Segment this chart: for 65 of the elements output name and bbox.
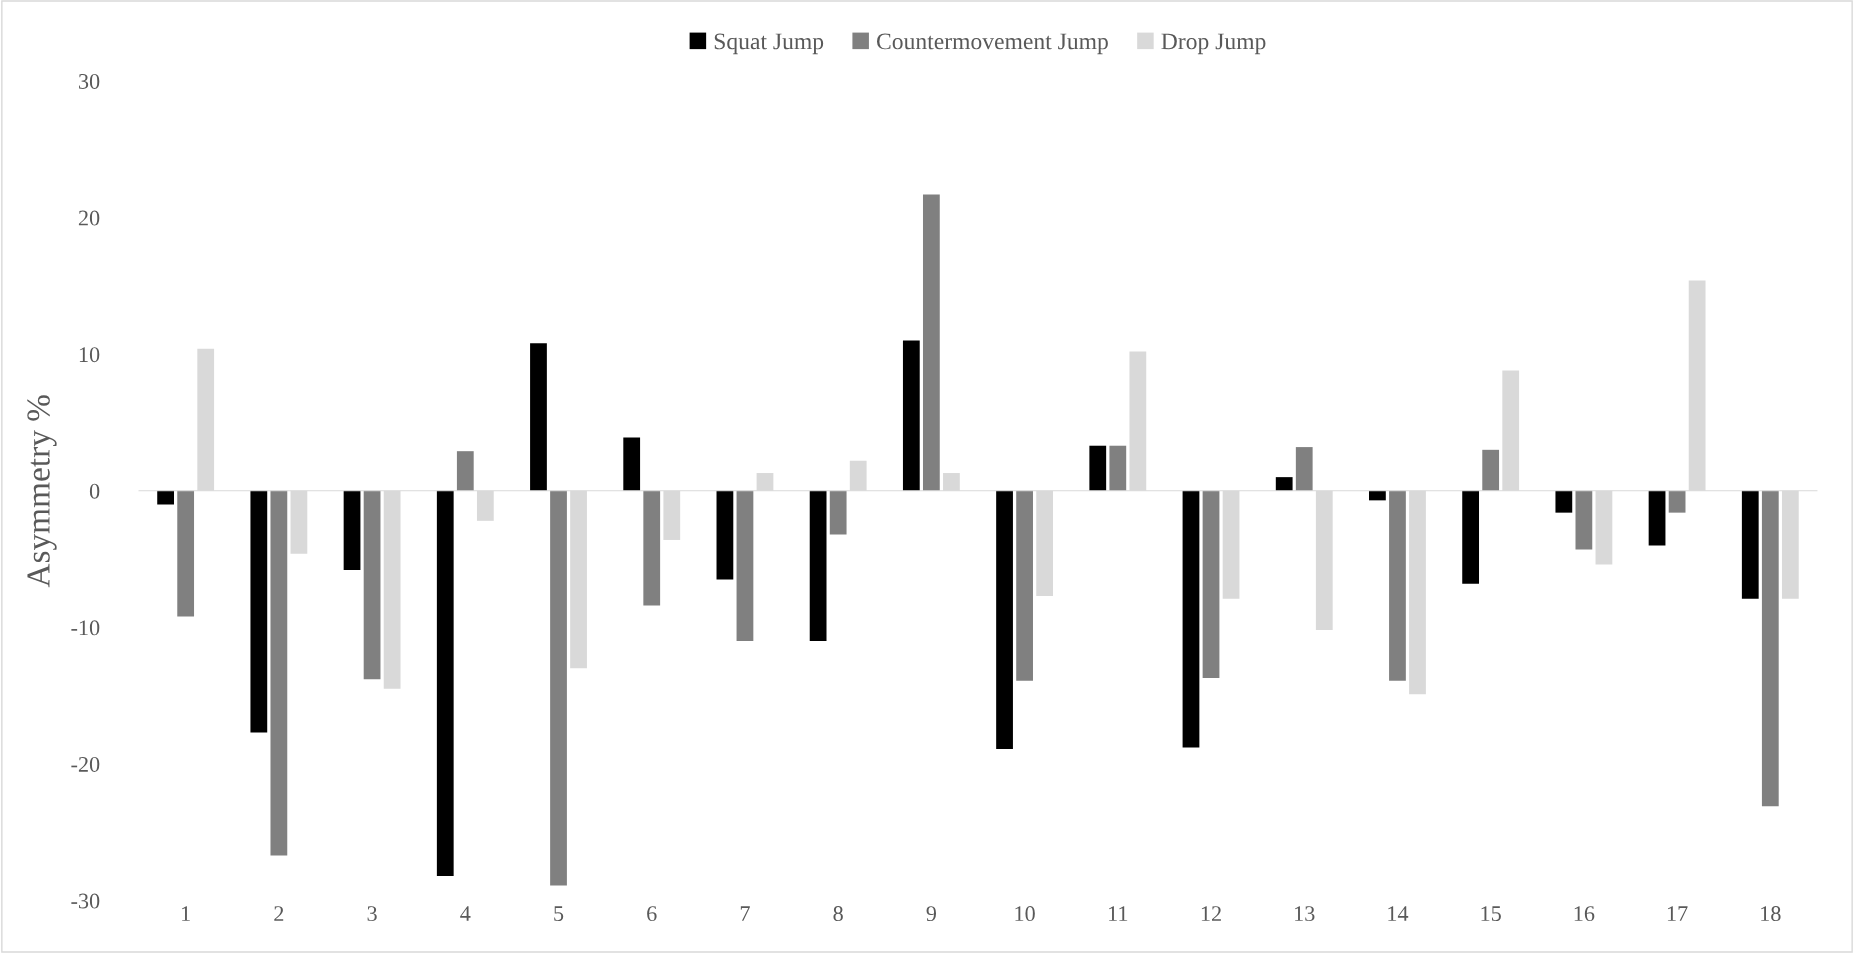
bar [623, 437, 641, 491]
bar [736, 490, 754, 642]
x-tick-label: 6 [647, 906, 657, 922]
bar [643, 490, 661, 606]
bar [456, 451, 474, 491]
x-tick-label: 14 [1388, 906, 1409, 921]
bar [1389, 490, 1406, 681]
x-tick-label: 12 [1201, 906, 1221, 921]
bar [530, 343, 547, 491]
y-tick-label: 0 [89, 483, 100, 499]
x-tick-label: 5 [554, 906, 564, 922]
x-tick-label: 9 [926, 906, 937, 922]
bar [550, 490, 567, 886]
bar [250, 490, 268, 733]
x-tick-label: 3 [367, 906, 377, 922]
x-tick-label: 7 [740, 906, 750, 921]
x-tick-label: 4 [460, 906, 471, 921]
bar [363, 490, 381, 680]
bar [1016, 490, 1033, 681]
bar [1555, 490, 1573, 513]
bar [716, 490, 734, 580]
bar [1575, 490, 1593, 550]
bar [177, 490, 195, 617]
bar [829, 490, 847, 535]
x-tick-label: 16 [1574, 906, 1595, 922]
x-tick-label: 17 [1667, 906, 1688, 921]
bar [1182, 490, 1200, 748]
bar [922, 194, 940, 491]
y-tick-label: -20 [71, 756, 100, 772]
bar [436, 490, 454, 876]
x-tick-label: 10 [1015, 906, 1035, 922]
y-tick-label: 20 [78, 210, 100, 226]
bar [1295, 447, 1313, 491]
y-tick-label: -10 [71, 620, 100, 636]
bar [1761, 490, 1779, 807]
bar [1089, 445, 1107, 491]
x-tick-label: 15 [1481, 906, 1501, 922]
x-tick-label: 18 [1761, 906, 1781, 922]
y-tick-label: 10 [79, 347, 100, 363]
bar [1109, 445, 1127, 491]
bar [902, 340, 920, 491]
x-tick-label: 13 [1295, 906, 1315, 922]
legend-label: Squat Jump [714, 33, 824, 55]
bar [996, 490, 1013, 749]
legend-label: Countermovement Jump [876, 33, 1108, 55]
bar [809, 490, 827, 642]
bar [1648, 490, 1666, 546]
bar [1482, 449, 1500, 491]
bar [1462, 490, 1480, 584]
bar [1741, 490, 1759, 599]
legend-label: Drop Jump [1161, 33, 1266, 55]
y-axis-title: Asymmetry % [27, 395, 57, 588]
x-tick-label: 8 [833, 906, 843, 922]
x-tick-label: 2 [274, 906, 284, 921]
y-tick-label: 30 [79, 73, 100, 89]
bar [1668, 490, 1686, 513]
x-tick-label: 11 [1109, 906, 1128, 921]
bar [1275, 477, 1293, 491]
bar [343, 490, 361, 571]
bar [1202, 490, 1220, 678]
bar [157, 490, 175, 505]
bar [270, 490, 288, 856]
y-tick-label: -30 [71, 893, 100, 909]
bar [1369, 490, 1386, 501]
x-tick-label: 1 [182, 906, 190, 921]
